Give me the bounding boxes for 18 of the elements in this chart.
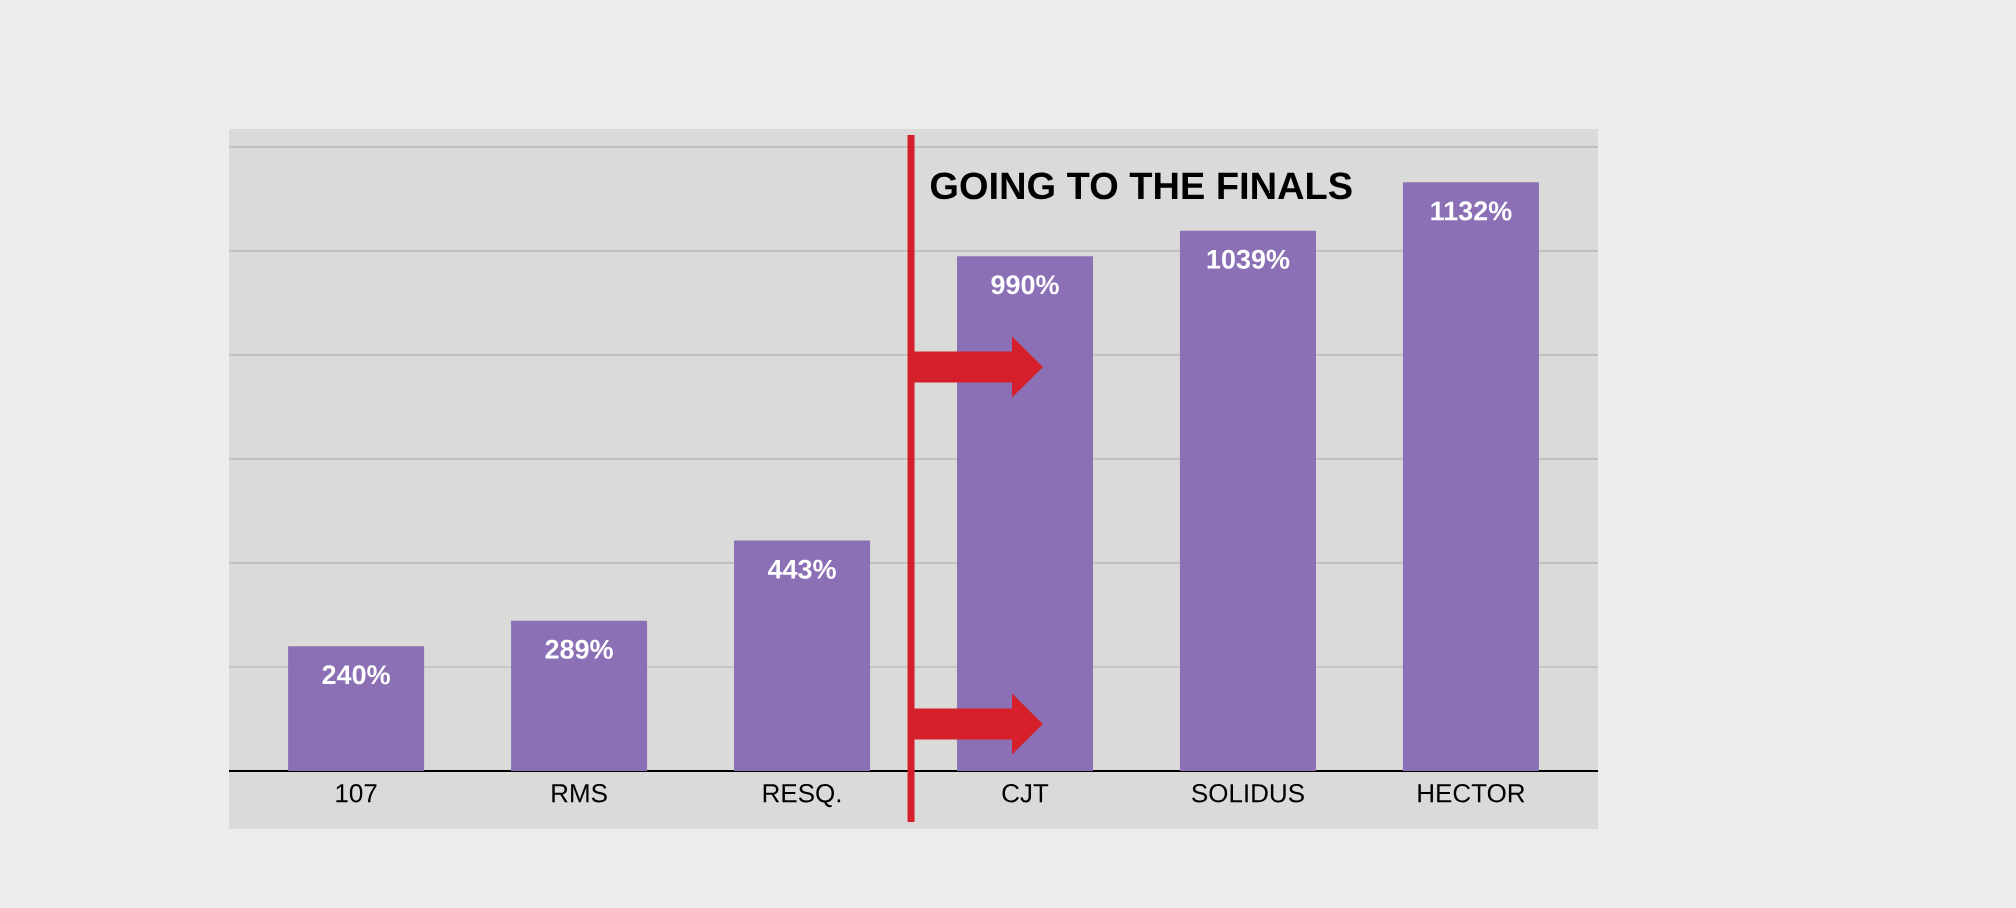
bar xyxy=(1402,182,1539,771)
data-label: 990% xyxy=(991,275,1059,295)
bar xyxy=(511,620,648,771)
data-label: 289% xyxy=(545,639,613,659)
x-tick-label: SOLIDUS xyxy=(1192,784,1304,803)
x-tick-label: RESQ. xyxy=(763,784,841,808)
bar xyxy=(288,646,425,771)
annotation: GOING TO THE FINALS xyxy=(930,172,1352,200)
bar xyxy=(1179,230,1316,771)
data-label: 443% xyxy=(767,559,836,579)
x-tick-label: CJT xyxy=(1002,784,1049,803)
data-label: 240% xyxy=(322,665,390,685)
x-tick-label: 107 xyxy=(336,784,377,803)
data-label: 1132% xyxy=(1431,201,1512,221)
bar xyxy=(734,540,871,771)
x-tick-label: RMS xyxy=(552,784,607,803)
x-tick-label: HECTOR xyxy=(1418,784,1525,803)
data-label: 1039% xyxy=(1207,249,1290,269)
